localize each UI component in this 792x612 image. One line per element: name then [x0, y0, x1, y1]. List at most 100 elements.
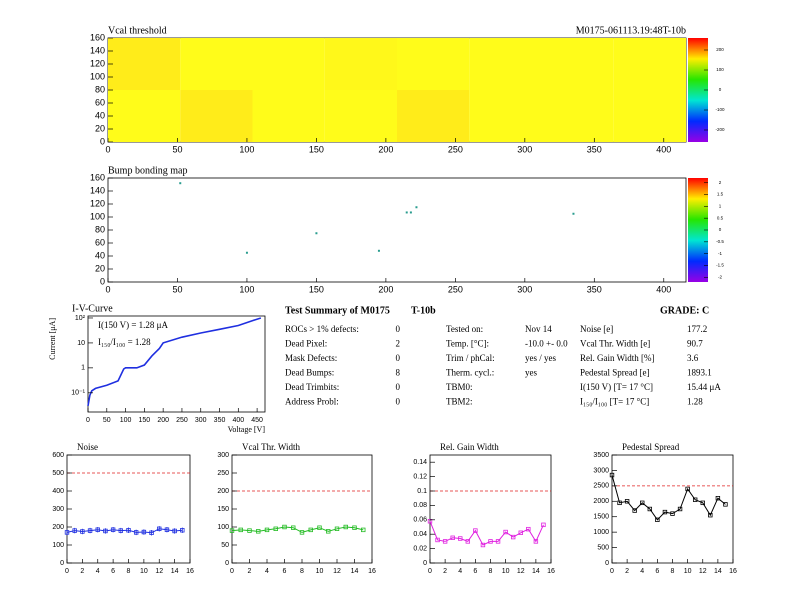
summary-value: -10.0 +- 0.0: [525, 339, 568, 349]
plot-frame: [107, 177, 687, 283]
y-tick-label: 1: [81, 365, 85, 372]
marker: [685, 486, 690, 492]
heatmap-cell: [541, 90, 614, 142]
heatmap-cell: [469, 38, 542, 90]
y-tick-label: 40: [95, 110, 105, 120]
summary-value: 0: [396, 397, 401, 407]
x-tick-label: 350: [214, 417, 226, 424]
summary-label: Trim / phCal:: [446, 353, 495, 363]
marker: [361, 527, 366, 533]
z-tick-label: 0: [719, 87, 722, 92]
summary-label: Noise [e]: [580, 324, 613, 334]
marker: [282, 524, 287, 530]
x-tick-label: 12: [517, 568, 525, 575]
chart-title: Vcal Thr. Width: [242, 442, 301, 452]
marker: [677, 506, 683, 512]
marker: [133, 530, 139, 535]
line: [611, 474, 726, 521]
chart-title: I-V-Curve: [72, 303, 113, 314]
x-tick-label: 0: [105, 284, 110, 294]
y-tick-label: 10: [77, 340, 85, 347]
marker: [317, 525, 322, 530]
y-tick-label: 200: [52, 524, 64, 531]
point: [415, 206, 418, 209]
x-tick-label: 10: [140, 568, 148, 575]
point: [179, 182, 182, 185]
y-tick-label: 0: [100, 276, 105, 286]
y-tick-label: 400: [52, 488, 64, 495]
x-tick-label: 2: [248, 568, 252, 575]
heatmap-cell: [397, 90, 470, 142]
summary-label: TBM2:: [446, 397, 473, 407]
x-tick-label: 8: [489, 568, 493, 575]
x-axis-label: Voltage [V]: [228, 425, 266, 434]
summary-label: ROCs > 1% defects:: [285, 324, 359, 334]
marker: [80, 529, 85, 534]
marker: [72, 528, 77, 533]
y-tick-label: 200: [217, 488, 229, 495]
y-tick-label: 140: [90, 185, 105, 195]
point: [315, 232, 318, 235]
y-tick-label: 500: [52, 470, 64, 477]
line: [231, 526, 364, 533]
summary-tag: T-10b: [411, 305, 436, 316]
x-tick-label: 2: [625, 568, 629, 575]
x-tick-label: 8: [671, 568, 675, 575]
x-tick-label: 12: [699, 568, 707, 575]
summary-label: Address Probl:: [285, 397, 339, 407]
x-tick-label: 400: [656, 284, 671, 294]
marker: [624, 499, 630, 504]
x-tick-label: 4: [96, 568, 100, 575]
summary-label: Dead Bumps:: [285, 368, 334, 378]
heatmap-cell: [324, 90, 397, 142]
y-tick-label: 40: [95, 250, 105, 260]
x-tick-label: 4: [458, 568, 462, 575]
heatmap-cell: [180, 90, 253, 142]
marker: [723, 502, 728, 507]
y-tick-label: 0.06: [413, 517, 427, 524]
y-tick-label: 20: [95, 263, 105, 273]
y-tick-label: 50: [221, 542, 229, 549]
marker: [458, 536, 463, 541]
x-tick-label: 16: [729, 568, 737, 575]
x-tick-label: 10: [684, 568, 692, 575]
marker: [87, 528, 93, 533]
summary-value: 3.6: [687, 353, 699, 363]
y-tick-label: 120: [90, 58, 105, 68]
color-scale: [688, 178, 708, 282]
y-tick-label: 80: [95, 84, 105, 94]
x-tick-label: 0: [610, 568, 614, 575]
marker: [157, 526, 162, 531]
z-tick-label: -1.5: [716, 263, 724, 268]
y-tick-label: 160: [90, 32, 105, 42]
marker: [427, 519, 433, 524]
y-tick-label: 500: [597, 544, 609, 551]
y-tick-label: 10⁻¹: [71, 390, 85, 397]
marker: [609, 472, 615, 478]
z-tick-label: -1: [718, 251, 722, 256]
marker: [118, 528, 124, 533]
heatmap-cell: [469, 90, 542, 142]
x-tick-label: 50: [172, 284, 182, 294]
marker: [343, 524, 348, 530]
y-tick-label: 120: [90, 198, 105, 208]
heatmap-cell: [180, 38, 253, 90]
y-tick-label: 100: [90, 211, 105, 221]
z-tick-label: -100: [715, 107, 725, 112]
x-tick-label: 200: [378, 144, 393, 154]
y-tick-label: 2500: [593, 483, 609, 490]
z-tick-label: 1.5: [717, 192, 724, 197]
x-tick-label: 0: [86, 417, 90, 424]
summary-value: 2: [396, 339, 401, 349]
marker: [442, 539, 448, 544]
chart-title: Vcal threshold: [108, 25, 167, 36]
marker: [238, 527, 243, 533]
marker: [480, 542, 486, 548]
point: [409, 211, 412, 214]
marker: [655, 517, 660, 522]
chart-title: Rel. Gain Width: [440, 442, 499, 452]
x-tick-label: 10: [502, 568, 510, 575]
marker: [715, 495, 721, 501]
point: [377, 249, 380, 252]
marker: [299, 530, 305, 535]
